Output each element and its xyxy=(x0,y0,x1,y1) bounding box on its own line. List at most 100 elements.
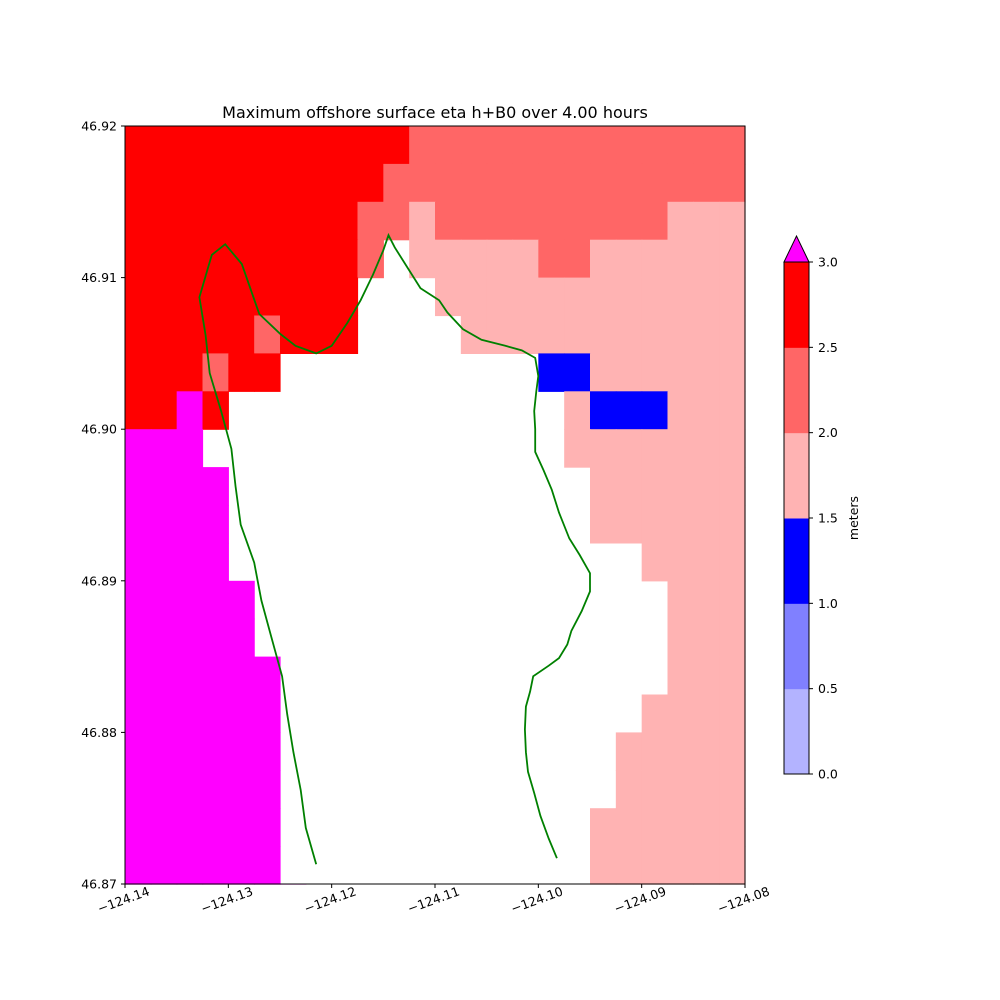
heatmap-cell xyxy=(331,126,359,165)
heatmap-cell xyxy=(357,163,384,203)
heatmap-cell xyxy=(150,580,178,620)
heatmap-cell xyxy=(590,163,617,203)
heatmap-cell xyxy=(641,126,669,165)
heatmap-cell xyxy=(176,542,204,582)
heatmap-cell xyxy=(641,542,669,582)
heatmap-cell xyxy=(150,239,178,279)
x-tick-label: −124.08 xyxy=(715,883,771,916)
heatmap-cell xyxy=(383,163,410,203)
heatmap-cell xyxy=(176,770,204,809)
heatmap-cell xyxy=(435,201,462,241)
heatmap-cell xyxy=(202,353,229,392)
heatmap-cell xyxy=(564,429,591,468)
heatmap-cell xyxy=(667,277,694,317)
heatmap-cell xyxy=(667,467,694,506)
heatmap-cell xyxy=(254,201,281,241)
heatmap-cell xyxy=(202,580,229,620)
colorbar-segment xyxy=(784,603,809,690)
heatmap-cell xyxy=(125,315,152,354)
heatmap-cell xyxy=(693,656,720,696)
heatmap-cell xyxy=(693,732,720,771)
heatmap-cell xyxy=(667,694,694,733)
heatmap-cell xyxy=(228,126,255,165)
heatmap-cell xyxy=(719,656,746,696)
heatmap-cell xyxy=(202,467,229,506)
heatmap-cell xyxy=(590,808,617,847)
heatmap-cell xyxy=(667,580,694,620)
heatmap-cell xyxy=(693,315,720,354)
heatmap-cell xyxy=(409,239,436,279)
heatmap-cell xyxy=(125,694,152,733)
heatmap-cell xyxy=(176,505,204,544)
heatmap-cell xyxy=(228,732,255,771)
heatmap-cell xyxy=(228,694,255,733)
heatmap-cell xyxy=(125,505,152,544)
heatmap-cell xyxy=(150,542,178,582)
heatmap-cell xyxy=(280,277,307,317)
heatmap-cell xyxy=(641,846,669,885)
heatmap-cell xyxy=(228,353,255,392)
heatmap-cell xyxy=(641,315,669,354)
heatmap-cell xyxy=(512,163,539,203)
heatmap-cell xyxy=(228,770,255,809)
heatmap-cell xyxy=(202,694,229,733)
heatmap-cell xyxy=(125,429,152,468)
heatmap-cell xyxy=(564,277,591,317)
colorbar-tick-label: 0.5 xyxy=(818,681,838,696)
heatmap-cell xyxy=(719,391,746,430)
heatmap-cell xyxy=(150,770,178,809)
heatmap-cell xyxy=(460,201,488,241)
heatmap-cell xyxy=(228,201,255,241)
heatmap-cell xyxy=(693,770,720,809)
heatmap-cell xyxy=(176,126,204,165)
heatmap-cell xyxy=(125,732,152,771)
heatmap-cell xyxy=(254,846,281,885)
heatmap-cell xyxy=(590,315,617,354)
heatmap-cell xyxy=(641,163,669,203)
heatmap-cell xyxy=(615,239,643,279)
heatmap-cell xyxy=(125,353,152,392)
heatmap-cell xyxy=(176,618,204,658)
heatmap-cell xyxy=(486,277,514,317)
heatmap-cell xyxy=(202,846,229,885)
heatmap-cell xyxy=(615,467,643,506)
heatmap-cell xyxy=(460,126,488,165)
heatmap-cell xyxy=(150,315,178,354)
heatmap-cell xyxy=(331,201,359,241)
heatmap-cell xyxy=(228,277,255,317)
heatmap-cell xyxy=(202,618,229,658)
heatmap-cell xyxy=(176,808,204,847)
heatmap-cell xyxy=(719,315,746,354)
coastline-layer xyxy=(198,232,591,865)
heatmap-cell xyxy=(590,467,617,506)
heatmap-cell xyxy=(254,126,281,165)
heatmap-cell xyxy=(641,239,669,279)
heatmap-cell xyxy=(176,580,204,620)
heatmap-cell xyxy=(667,618,694,658)
heatmap-cell xyxy=(150,163,178,203)
heatmap-cell xyxy=(176,694,204,733)
heatmap-cell xyxy=(254,656,281,696)
heatmap-cell xyxy=(176,656,204,696)
heatmap-cell xyxy=(719,163,746,203)
heatmap-cell xyxy=(280,201,307,241)
heatmap-cell xyxy=(202,770,229,809)
heatmap-cell xyxy=(693,239,720,279)
heatmap-cell xyxy=(590,239,617,279)
heatmap-cell xyxy=(435,239,462,279)
heatmap-cell xyxy=(719,808,746,847)
colorbar-tick-label: 1.5 xyxy=(818,511,838,526)
heatmap-cell xyxy=(590,201,617,241)
heatmap-cell xyxy=(538,353,565,392)
heatmap-cell xyxy=(641,277,669,317)
heatmap-cell xyxy=(150,391,178,430)
y-tick-label: 46.89 xyxy=(81,573,117,588)
colorbar: 0.0 0.5 1.0 1.5 2.0 2.5 3.0 meters xyxy=(783,234,861,782)
heatmap-cell xyxy=(719,201,746,241)
heatmap-cells xyxy=(125,126,746,885)
y-tick-label: 46.88 xyxy=(81,725,117,740)
heatmap-cell xyxy=(150,656,178,696)
heatmap-cell xyxy=(615,126,643,165)
heatmap-cell xyxy=(202,656,229,696)
heatmap-cell xyxy=(512,277,539,317)
